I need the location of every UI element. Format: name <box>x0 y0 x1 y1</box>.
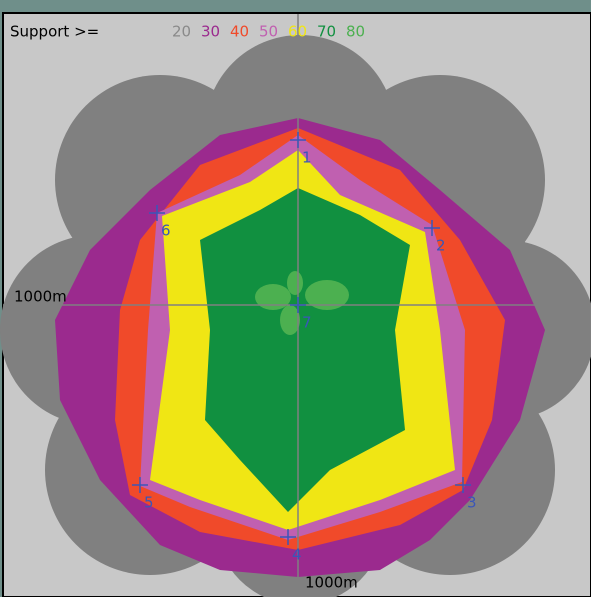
legend-level: 50 <box>259 23 278 41</box>
legend-level: 30 <box>201 23 220 41</box>
station-label: 7 <box>302 314 312 332</box>
legend-level: 40 <box>230 23 249 41</box>
station-label: 5 <box>144 494 154 512</box>
horizontal-scale: 1000m <box>14 288 67 306</box>
station-label: 6 <box>161 222 171 240</box>
legend-level: 60 <box>288 23 307 41</box>
level-70-region <box>200 188 410 512</box>
legend-levels: 20 30 40 50 60 70 80 <box>172 23 365 41</box>
legend-level: 70 <box>317 23 336 41</box>
legend-level: 80 <box>346 23 365 41</box>
station-label: 2 <box>436 237 446 255</box>
station-label: 3 <box>467 494 477 512</box>
vertical-scale: 1000m <box>305 574 358 592</box>
stations: 1 2 3 4 5 6 7 <box>132 132 477 564</box>
station-label: 4 <box>292 546 302 564</box>
level-80-region <box>255 271 349 335</box>
station-label: 1 <box>302 149 312 167</box>
legend-title: Support >= <box>10 23 99 41</box>
legend-level: 20 <box>172 23 191 41</box>
